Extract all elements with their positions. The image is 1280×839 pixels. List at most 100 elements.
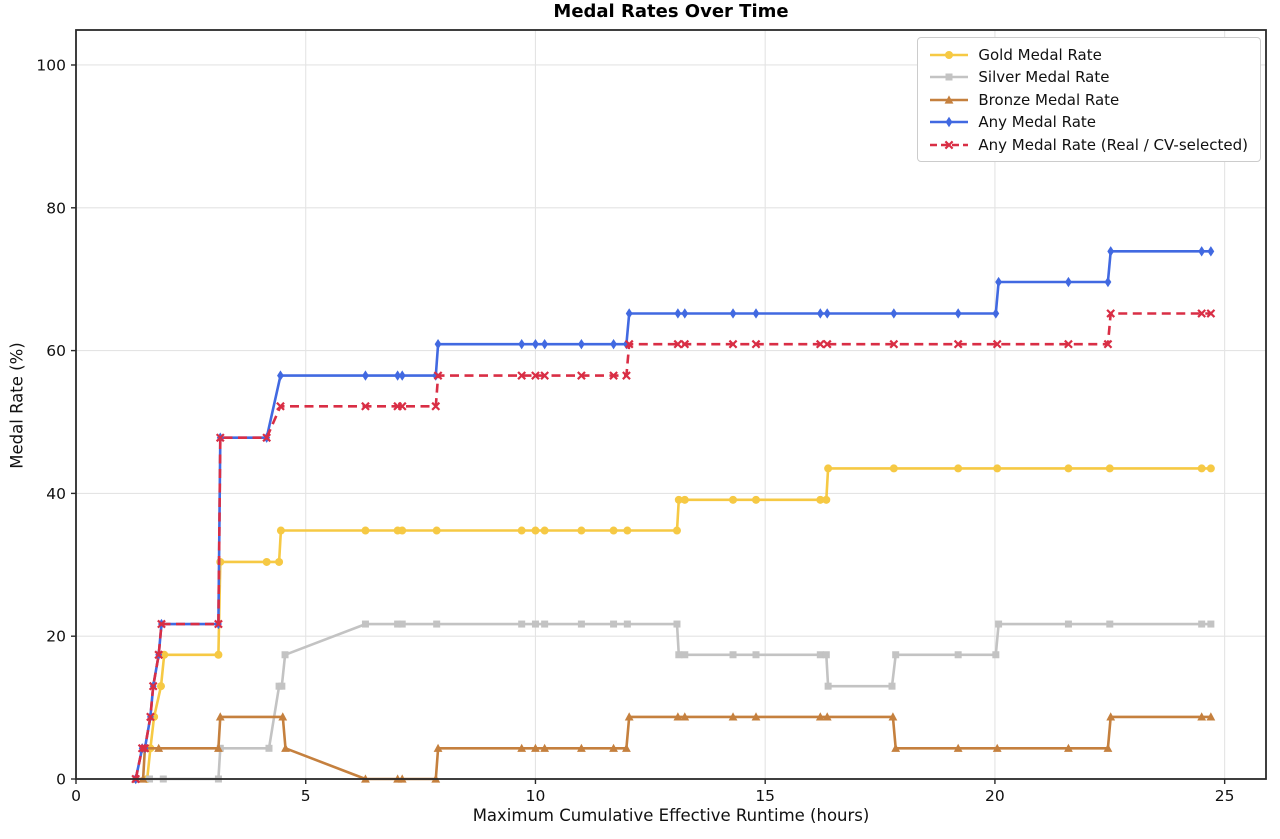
data-point-marker: [954, 308, 962, 319]
data-point-marker: [577, 620, 585, 628]
data-point-marker: [1206, 464, 1215, 473]
plot-border: [75, 29, 1267, 780]
data-point-marker: [625, 308, 633, 319]
data-point-marker: [394, 620, 402, 628]
data-point-marker: [531, 371, 540, 380]
data-point-marker: [434, 338, 442, 350]
data-point-marker: [577, 371, 586, 380]
x-tick-label: 5: [301, 787, 311, 805]
data-point-marker: [277, 370, 284, 381]
legend-label: Gold Medal Rate: [978, 45, 1102, 64]
data-point-marker: [729, 651, 737, 659]
y-tick-label: 100: [36, 56, 66, 74]
data-point-marker: [1065, 276, 1072, 288]
data-point-marker: [540, 743, 550, 752]
chart-title: Medal Rates Over Time: [553, 1, 789, 22]
data-point-marker: [816, 495, 825, 504]
data-point-marker: [891, 743, 901, 752]
legend-label: Any Medal Rate (Real / CV-selected): [978, 135, 1248, 154]
data-point-marker: [1198, 246, 1206, 257]
series-line-bronze-medal-rate: [135, 715, 1211, 781]
data-point-marker: [623, 526, 632, 535]
x-axis-label: Maximum Cumulative Effective Runtime (ho…: [472, 806, 870, 825]
data-point-marker: [1106, 712, 1116, 721]
data-point-marker: [397, 401, 407, 411]
data-point-marker: [1197, 464, 1206, 473]
data-point-marker: [888, 712, 898, 721]
data-point-marker: [432, 526, 441, 535]
data-point-marker: [622, 371, 631, 380]
data-point-marker: [361, 620, 369, 628]
legend-item-any-medal-rate: Any Medal Rate: [928, 113, 1248, 132]
x-tick-label: 0: [71, 787, 81, 805]
data-point-marker: [148, 681, 158, 691]
data-point-marker: [433, 371, 443, 380]
data-point-marker: [541, 338, 549, 350]
data-point-marker: [892, 651, 900, 659]
data-point-marker: [609, 743, 618, 752]
data-point-marker: [822, 712, 832, 721]
data-point-marker: [532, 338, 539, 350]
data-point-marker: [674, 308, 682, 319]
legend-swatch-diamond-icon: [930, 116, 969, 128]
data-point-marker: [752, 495, 760, 504]
data-point-marker: [531, 526, 540, 535]
data-point-marker: [889, 339, 899, 349]
data-point-marker: [680, 712, 690, 721]
data-point-marker: [751, 712, 761, 721]
y-tick-label: 0: [56, 771, 66, 789]
data-point-marker: [214, 743, 223, 752]
data-point-marker: [953, 743, 963, 752]
data-point-marker: [433, 620, 441, 628]
legend-label: Silver Medal Rate: [978, 68, 1110, 86]
data-point-marker: [1197, 712, 1207, 721]
data-point-marker: [275, 557, 284, 566]
data-point-marker: [992, 308, 1000, 319]
data-point-marker: [262, 433, 272, 443]
data-point-marker: [673, 620, 681, 628]
data-point-marker: [398, 620, 406, 628]
data-point-marker: [433, 743, 443, 752]
x-tick-label: 20: [985, 787, 1005, 805]
data-point-marker: [889, 464, 898, 473]
data-point-marker: [540, 526, 549, 535]
data-point-marker: [157, 682, 165, 691]
data-point-marker: [265, 744, 273, 752]
data-point-marker: [531, 743, 540, 752]
y-tick-label: 40: [46, 485, 66, 503]
data-point-marker: [624, 339, 634, 349]
data-point-marker: [610, 620, 618, 628]
data-point-marker: [1206, 712, 1216, 721]
data-point-marker: [281, 651, 289, 659]
data-point-marker: [622, 743, 631, 752]
data-point-marker: [215, 433, 225, 443]
data-point-marker: [824, 682, 832, 690]
data-point-marker: [1107, 246, 1115, 257]
data-point-marker: [518, 338, 526, 350]
data-point-marker: [215, 712, 225, 721]
data-point-marker: [137, 743, 147, 753]
data-point-marker: [1103, 743, 1113, 752]
data-point-marker: [681, 651, 689, 659]
legend: Gold Medal Rate Silver Medal Rate Bronze M…: [917, 37, 1261, 162]
data-point-marker: [674, 495, 683, 504]
data-point-marker: [609, 526, 618, 535]
data-point-marker: [673, 339, 683, 349]
data-point-marker: [1064, 743, 1073, 752]
data-point-marker: [362, 370, 369, 381]
data-point-marker: [146, 712, 155, 722]
data-point-marker: [1103, 339, 1113, 349]
data-point-marker: [276, 401, 285, 411]
series-line-silver-medal-rate: [135, 622, 1211, 781]
data-point-marker: [822, 339, 832, 349]
legend-item-gold-medal-rate: Gold Medal Rate: [928, 45, 1248, 64]
data-point-marker: [398, 526, 407, 535]
data-point-marker: [729, 495, 738, 504]
legend-swatch-square-icon: [930, 73, 969, 81]
legend-item-silver-medal-rate: Silver Medal Rate: [928, 68, 1248, 87]
data-point-marker: [157, 619, 166, 629]
data-point-marker: [624, 712, 634, 721]
data-point-marker: [154, 650, 164, 660]
data-point-marker: [517, 371, 527, 380]
